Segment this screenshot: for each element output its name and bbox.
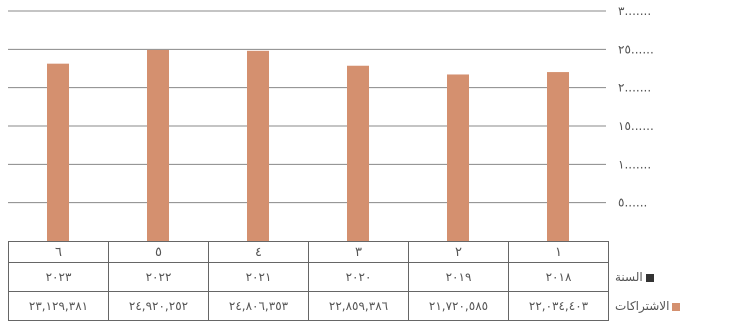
y-tick-label: ٣....... <box>618 4 651 18</box>
bar-chart: ٥...... ١....... ١٥...... ٢....... ٢٥...... ٣… <box>8 4 654 241</box>
year-cell: ٢٠٢١ <box>208 262 309 292</box>
bar-3 <box>247 50 269 241</box>
y-tick-label: ٥...... <box>618 196 647 210</box>
subscriptions-cell: ٢٢,٠٣٤,٤٠٣ <box>508 291 609 321</box>
bar-2 <box>147 49 169 241</box>
legend-swatch-subscriptions <box>672 302 681 311</box>
y-tick-label: ١....... <box>618 157 651 171</box>
year-cell: ٢٠١٩ <box>408 262 509 292</box>
bar-5 <box>447 74 469 241</box>
subscriptions-cell: ٢١,٧٢٠,٥٨٥ <box>408 291 509 321</box>
legend-entry-year: السنة <box>609 263 735 292</box>
year-cell: ٢٠١٨ <box>508 262 609 292</box>
y-tick-label: ٢....... <box>618 81 651 95</box>
category-label: ٣ <box>308 241 409 263</box>
subscriptions-cell: ٢٢,٨٥٩,٣٨٦ <box>308 291 409 321</box>
bar-6 <box>547 72 569 241</box>
bar-1 <box>47 63 69 241</box>
year-cell: ٢٠٢٢ <box>108 262 209 292</box>
subscriptions-cell: ٢٤,٨٠٦,٣٥٣ <box>208 291 309 321</box>
category-label: ٦ <box>8 241 109 263</box>
y-tick-label: ٢٥...... <box>618 42 654 56</box>
subscriptions-cell: ٢٤,٩٢٠,٢٥٢ <box>108 291 209 321</box>
category-label: ٥ <box>108 241 209 263</box>
legend-label-subscriptions: الاشتراكات <box>615 299 670 313</box>
table-row-year: ٢٠٢٣ ٢٠٢٢ ٢٠٢١ ٢٠٢٠ ٢٠١٩ ٢٠١٨ السنة <box>8 262 735 292</box>
legend-swatch-year <box>645 273 654 282</box>
gridlines <box>8 10 606 204</box>
y-axis-tick-labels: ٥...... ١....... ١٥...... ٢....... ٢٥...... ٣… <box>618 4 654 210</box>
subscriptions-cell: ٢٣,١٢٩,٣٨١ <box>8 291 109 321</box>
category-label: ١ <box>508 241 609 263</box>
table-corner <box>608 241 735 263</box>
table-row-categories: ٦ ٥ ٤ ٣ ٢ ١ <box>8 241 735 263</box>
table-row-subscriptions: ٢٣,١٢٩,٣٨١ ٢٤,٩٢٠,٢٥٢ ٢٤,٨٠٦,٣٥٣ ٢٢,٨٥٩,… <box>8 291 735 321</box>
data-table: ٦ ٥ ٤ ٣ ٢ ١ ٢٠٢٣ ٢٠٢٢ ٢٠٢١ ٢٠٢٠ ٢٠١٩ ٢٠١… <box>8 241 735 321</box>
year-cell: ٢٠٢٠ <box>308 262 409 292</box>
category-label: ٢ <box>408 241 509 263</box>
y-tick-label: ١٥...... <box>618 119 654 133</box>
legend-entry-subscriptions: الاشتراكات <box>609 292 735 321</box>
year-cell: ٢٠٢٣ <box>8 262 109 292</box>
bars-series-subscriptions <box>47 49 569 241</box>
category-label: ٤ <box>208 241 309 263</box>
legend-label-year: السنة <box>615 270 643 284</box>
bar-4 <box>347 65 369 241</box>
